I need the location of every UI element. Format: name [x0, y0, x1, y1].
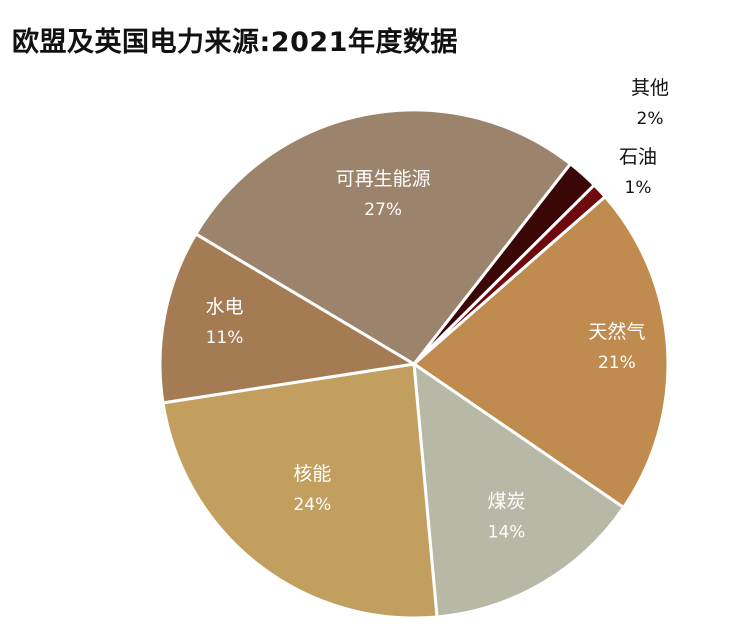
pie-slice-6: [194, 108, 572, 366]
slice-percent-label: 14%: [488, 523, 526, 543]
slice-percent-label: 24%: [293, 495, 331, 515]
slice-percent-label: 27%: [364, 200, 402, 220]
pie-slice-5: [158, 232, 416, 405]
slice-percent-label: 1%: [625, 178, 652, 198]
slice-name-label: 石油: [619, 146, 657, 168]
slice-name-label: 可再生能源: [336, 168, 431, 190]
slice-name-label: 天然气: [588, 321, 645, 343]
slice-name-label: 核能: [293, 463, 331, 485]
slice-name-label: 煤炭: [488, 491, 526, 513]
pie-slice-3: [412, 362, 626, 619]
pie-slices: [158, 108, 670, 620]
slice-percent-label: 21%: [598, 353, 636, 373]
slice-name-label: 水电: [205, 296, 243, 318]
pie-slice-4: [161, 362, 439, 620]
pie-slice-2: [412, 195, 670, 510]
slice-percent-label: 11%: [206, 328, 244, 348]
chart-title: 欧盟及英国电力来源:2021年度数据: [12, 27, 458, 58]
slice-name-label: 其他: [631, 77, 669, 99]
pie-labels: 其他 2% 石油 1% 天然气 21% 煤炭 14% 核能 24% 水电 11% 可再生能源 27%: [205, 77, 669, 543]
slice-percent-label: 2%: [637, 109, 664, 129]
